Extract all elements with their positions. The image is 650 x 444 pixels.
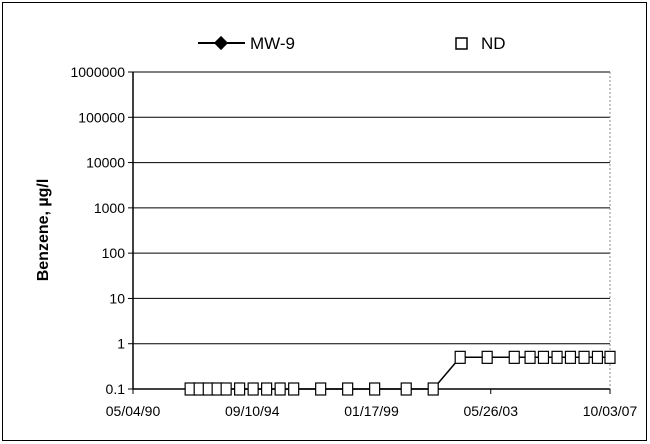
data-point-nd-10 xyxy=(315,382,327,396)
gridlines xyxy=(128,71,610,390)
data-point-nd-8 xyxy=(274,382,286,396)
legend: MW-9 ND xyxy=(198,34,506,53)
y-tick-label-1: 1 xyxy=(117,336,125,352)
y-tick-label-10: 10 xyxy=(109,290,125,306)
data-point-nd-12 xyxy=(369,382,381,396)
data-point-nd-23 xyxy=(591,350,604,364)
data-point-nd-16 xyxy=(481,350,493,364)
data-point-nd-15 xyxy=(454,350,466,364)
y-tick-labels: 0.1 1 10 100 1000 10000 100000 1000000 xyxy=(70,64,125,397)
x-tick-labels: 05/04/90 09/10/94 01/17/99 05/26/03 10/03/07 xyxy=(106,403,638,419)
data-point-nd-17 xyxy=(508,350,520,364)
data-point-nd-21 xyxy=(564,350,577,364)
series-markers xyxy=(184,350,616,396)
data-point-nd-9 xyxy=(288,382,300,396)
data-point-nd-18 xyxy=(524,350,536,364)
legend-mw9-label: MW-9 xyxy=(250,34,295,53)
legend-nd-label: ND xyxy=(481,34,506,53)
x-tick-label-4: 10/03/07 xyxy=(583,403,638,419)
y-tick-label-100: 100 xyxy=(102,245,126,261)
data-point-nd-5 xyxy=(234,382,246,396)
x-tick-label-1: 09/10/94 xyxy=(225,403,280,419)
y-tick-label-1000: 1000 xyxy=(94,200,125,216)
legend-mw9-diamond-marker xyxy=(213,35,229,51)
data-point-nd-22 xyxy=(578,350,590,364)
data-point-nd-19 xyxy=(537,350,550,364)
data-point-nd-13 xyxy=(400,382,412,396)
data-point-nd-14 xyxy=(427,382,439,396)
data-point-nd-11 xyxy=(342,382,354,396)
data-point-nd-6 xyxy=(247,382,259,396)
y-tick-label-0.1: 0.1 xyxy=(106,381,126,397)
x-tick-label-2: 01/17/99 xyxy=(344,403,399,419)
legend-nd-square-marker xyxy=(455,37,468,50)
axes xyxy=(132,72,611,394)
x-tick-label-3: 05/26/03 xyxy=(464,403,519,419)
data-point-nd-7 xyxy=(261,382,273,396)
y-axis-title: Benzene, µg/l xyxy=(35,179,52,282)
y-tick-label-1000000: 1000000 xyxy=(70,64,125,80)
data-point-nd-24 xyxy=(604,350,616,364)
y-tick-label-100000: 100000 xyxy=(78,109,125,125)
data-point-nd-20 xyxy=(551,350,563,364)
x-tick-label-0: 05/04/90 xyxy=(106,403,161,419)
y-tick-label-10000: 10000 xyxy=(86,155,125,171)
data-point-nd-4 xyxy=(220,382,232,396)
